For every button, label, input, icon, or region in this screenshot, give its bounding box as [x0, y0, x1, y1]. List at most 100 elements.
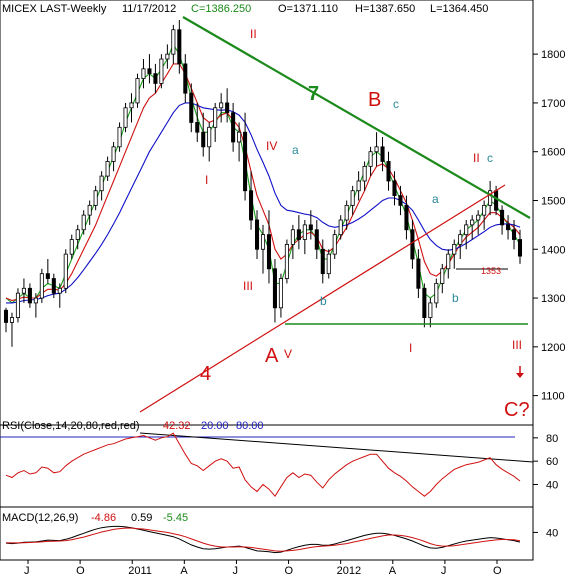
label-C-question: C?	[504, 399, 530, 421]
candle-body	[81, 214, 86, 231]
label-c-right: c	[487, 151, 493, 165]
candle-body	[404, 204, 409, 231]
rsi-tick-label: 40	[546, 480, 558, 492]
candle-body	[416, 258, 421, 289]
x-tick-label: J	[441, 565, 447, 576]
candle-body	[452, 243, 457, 255]
label-I-right: I	[409, 341, 412, 355]
trendline-green-7	[182, 16, 531, 219]
x-tick-label: O	[493, 565, 502, 576]
price-tick-label: 1500	[541, 195, 565, 207]
candle-body	[500, 209, 505, 226]
rsi-value: 42.32	[163, 420, 191, 432]
candle-body	[237, 131, 242, 143]
price-candles	[3, 20, 523, 347]
trendlines	[139, 16, 531, 413]
label-II-right: II	[473, 151, 480, 165]
price-tick-label: 1300	[541, 293, 565, 305]
rsi-line-group	[5, 432, 521, 498]
candle-body	[249, 190, 254, 221]
candle-body	[225, 102, 230, 114]
wave-labels: 7 4 B c A V II I III IV a b I a b II c I…	[200, 27, 530, 421]
x-tick-label: O	[76, 565, 85, 576]
ma-line-1	[5, 63, 521, 302]
macd-line-0	[5, 525, 521, 554]
macd-value: -4.86	[91, 512, 116, 524]
trendline-red-4	[139, 184, 506, 413]
candle-body	[326, 253, 331, 275]
candle-body	[51, 278, 56, 294]
rsi-trendline	[139, 432, 534, 463]
candle-body	[87, 204, 92, 216]
candle-body	[123, 107, 128, 128]
candle-body	[517, 239, 523, 257]
candle-body	[302, 224, 307, 240]
candle-body	[338, 219, 343, 236]
candle-body	[386, 161, 391, 182]
candle-body	[284, 243, 289, 279]
label-IV: IV	[266, 139, 277, 153]
price-tick-label: 1700	[541, 98, 565, 110]
candle-body	[183, 63, 188, 94]
down-arrow-icon	[516, 373, 524, 378]
price-tick-label: 1800	[541, 49, 565, 61]
candle-body	[213, 107, 218, 128]
candle-body	[308, 224, 313, 231]
label-II-top: II	[250, 27, 257, 41]
candle-body	[243, 131, 248, 192]
candle-body	[464, 224, 469, 236]
header-text: MICEX LAST-Weekly 11/17/2012 C=1386.250 …	[2, 3, 488, 15]
candle-body	[21, 287, 26, 294]
candle-body	[75, 229, 80, 240]
header-close: C=1386.250	[191, 3, 251, 15]
candle-body	[278, 278, 283, 309]
candle-body	[147, 68, 152, 75]
candle-body	[177, 29, 182, 65]
x-tick-label: A	[180, 565, 188, 576]
label-III-left: III	[243, 279, 253, 293]
x-tick-label: 2012	[337, 565, 361, 576]
header-open: O=1371.110	[278, 3, 338, 15]
candle-body	[511, 229, 517, 240]
candle-body	[482, 204, 487, 216]
header-date: 11/17/2012	[122, 3, 176, 15]
price-tick-label: 1200	[541, 342, 565, 354]
candle-body	[320, 248, 325, 275]
candle-body	[344, 204, 349, 221]
candle-body	[470, 219, 475, 226]
label-4: 4	[200, 363, 211, 385]
candle-body	[458, 234, 463, 245]
rsi-tick-label: 80	[546, 433, 558, 445]
candle-body	[93, 190, 98, 206]
candle-body	[27, 287, 32, 304]
label-V: V	[284, 347, 292, 361]
rsi-tick-label: 60	[546, 456, 558, 468]
candle-body	[99, 175, 104, 192]
candle-body	[410, 229, 415, 260]
candle-body	[33, 297, 38, 304]
label-a-left: a	[292, 143, 299, 157]
candle-body	[392, 180, 397, 197]
candle-body	[117, 126, 122, 148]
macd-title: MACD(12,26,9)	[2, 512, 78, 524]
candle-body	[201, 131, 206, 148]
header-symbol: MICEX LAST-Weekly	[2, 3, 107, 15]
candle-body	[141, 68, 146, 79]
candle-body	[296, 229, 301, 240]
label-I-left: I	[205, 173, 208, 187]
candle-body	[494, 190, 499, 211]
candle-body	[135, 78, 140, 104]
price-y-axis: 1100 1200 1300 1400 1500 1600 1700 1800	[533, 49, 565, 403]
macd-panel: MACD(12,26,9) -4.86 0.59 -5.45 40	[2, 512, 558, 554]
candle-body	[9, 317, 15, 323]
label-b-right: b	[452, 291, 459, 305]
candle-body	[189, 92, 194, 123]
rsi-lower-level: 20.00	[201, 420, 229, 432]
label-c-B: c	[393, 97, 399, 111]
header-low: L=1364.450	[430, 3, 488, 15]
x-tick-label: J	[24, 565, 30, 576]
rsi-panel: RSI(Close,14,20,80,red,red) 42.32 20.00 …	[0, 420, 558, 498]
candle-body	[374, 146, 379, 153]
